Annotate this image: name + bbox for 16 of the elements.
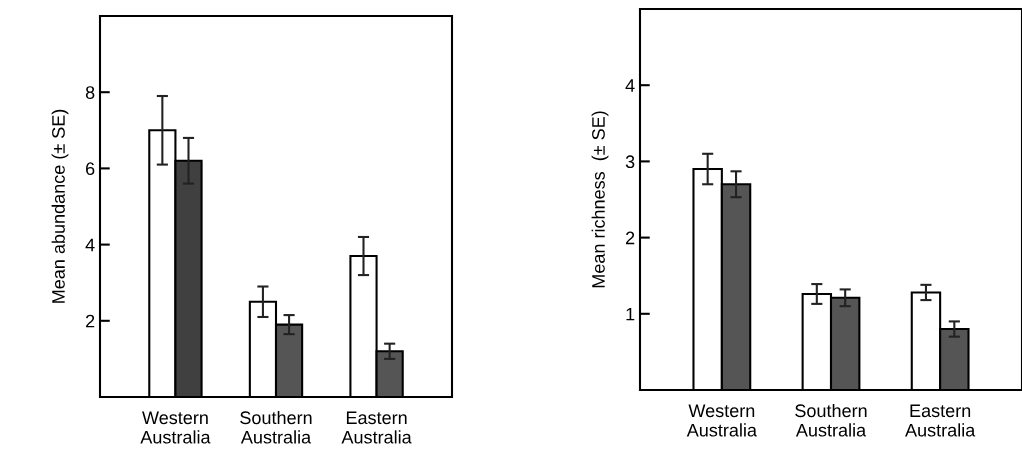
x-tick-label: Eastern Australia: [341, 411, 412, 444]
y-tick-label: 2: [626, 231, 635, 245]
y-axis-title: Mean richness (± SE): [591, 111, 609, 288]
y-tick-label: 3: [625, 155, 635, 169]
y-axis-title: Mean abundance (± SE): [51, 109, 69, 303]
y-tick-label: 8: [85, 86, 95, 99]
x-tick-label: Western Australia: [686, 404, 757, 437]
x-tick-label: Southern Australia: [795, 403, 867, 437]
y-tick-label: 2: [86, 314, 95, 328]
x-tick-label: Southern Australia: [240, 410, 312, 444]
y-tick-label: 4: [625, 79, 635, 92]
y-tick-label: 6: [86, 162, 95, 176]
x-tick-label: Western Australia: [140, 411, 211, 444]
y-tick-label: 1: [626, 307, 635, 321]
x-tick-label: Eastern Australia: [905, 404, 976, 437]
y-tick-label: 4: [85, 238, 95, 252]
